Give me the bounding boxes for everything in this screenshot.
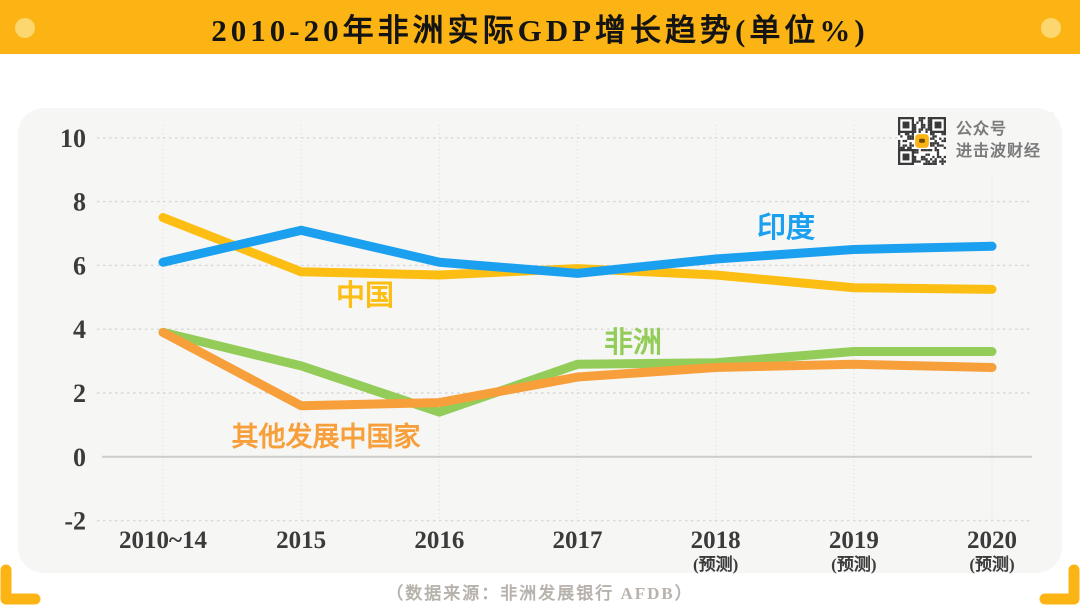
svg-text:2016: 2016 bbox=[414, 527, 464, 554]
svg-text:2010~14: 2010~14 bbox=[119, 527, 208, 554]
svg-text:其他发展中国家: 其他发展中国家 bbox=[232, 421, 421, 452]
corner-bracket-right-icon bbox=[1039, 564, 1080, 605]
page-title: 2010-20年非洲实际GDP增长趋势(单位%) bbox=[211, 12, 869, 48]
svg-text:(预测): (预测) bbox=[831, 554, 876, 574]
data-source-note: （数据来源：非洲发展银行 AFDB） bbox=[386, 584, 694, 603]
qr-code-icon[interactable] bbox=[898, 117, 946, 165]
svg-text:8: 8 bbox=[73, 188, 86, 217]
corner-bracket-left-icon bbox=[0, 564, 41, 605]
svg-text:2015: 2015 bbox=[276, 527, 326, 554]
svg-text:0: 0 bbox=[73, 443, 86, 472]
qr-caption-line2: 进击波财经 bbox=[956, 143, 1042, 160]
svg-text:4: 4 bbox=[73, 315, 86, 344]
banner-dot-right-icon bbox=[1041, 18, 1061, 38]
svg-text:6: 6 bbox=[73, 251, 86, 280]
qr-caption: 公众号 进击波财经 bbox=[956, 119, 1041, 163]
banner-dot-left-icon bbox=[15, 18, 35, 38]
svg-text:(预测): (预测) bbox=[693, 554, 738, 574]
svg-text:2: 2 bbox=[73, 379, 86, 408]
svg-text:-2: -2 bbox=[64, 507, 86, 536]
qr-block: 公众号 进击波财经 bbox=[898, 112, 1054, 170]
svg-text:2019: 2019 bbox=[829, 527, 879, 554]
svg-text:印度: 印度 bbox=[757, 211, 815, 244]
title-bar: 2010-20年非洲实际GDP增长趋势(单位%) bbox=[0, 0, 1080, 54]
svg-text:非洲: 非洲 bbox=[604, 326, 662, 359]
svg-text:(预测): (预测) bbox=[969, 554, 1014, 574]
svg-text:2020: 2020 bbox=[967, 527, 1017, 554]
svg-text:2017: 2017 bbox=[553, 527, 603, 554]
svg-text:2018: 2018 bbox=[691, 527, 741, 554]
qr-caption-line1: 公众号 bbox=[956, 121, 1008, 138]
svg-text:10: 10 bbox=[60, 124, 86, 153]
svg-text:中国: 中国 bbox=[336, 279, 394, 312]
